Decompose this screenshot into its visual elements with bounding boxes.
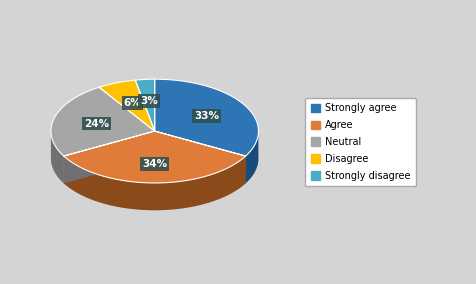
Text: 24%: 24%	[84, 119, 109, 129]
Polygon shape	[51, 87, 155, 156]
Polygon shape	[64, 131, 155, 183]
Ellipse shape	[51, 106, 258, 210]
Polygon shape	[155, 131, 246, 183]
Text: 34%: 34%	[142, 159, 167, 169]
Polygon shape	[99, 80, 155, 131]
Polygon shape	[155, 79, 258, 156]
Legend: Strongly agree, Agree, Neutral, Disagree, Strongly disagree: Strongly agree, Agree, Neutral, Disagree…	[305, 98, 416, 186]
Text: 3%: 3%	[140, 96, 158, 106]
Text: 6%: 6%	[124, 98, 141, 108]
Polygon shape	[64, 131, 155, 183]
Polygon shape	[64, 131, 246, 183]
Polygon shape	[246, 133, 258, 183]
Polygon shape	[155, 131, 246, 183]
Polygon shape	[135, 79, 155, 131]
Polygon shape	[64, 156, 246, 210]
Polygon shape	[51, 131, 64, 183]
Text: 33%: 33%	[194, 111, 219, 121]
